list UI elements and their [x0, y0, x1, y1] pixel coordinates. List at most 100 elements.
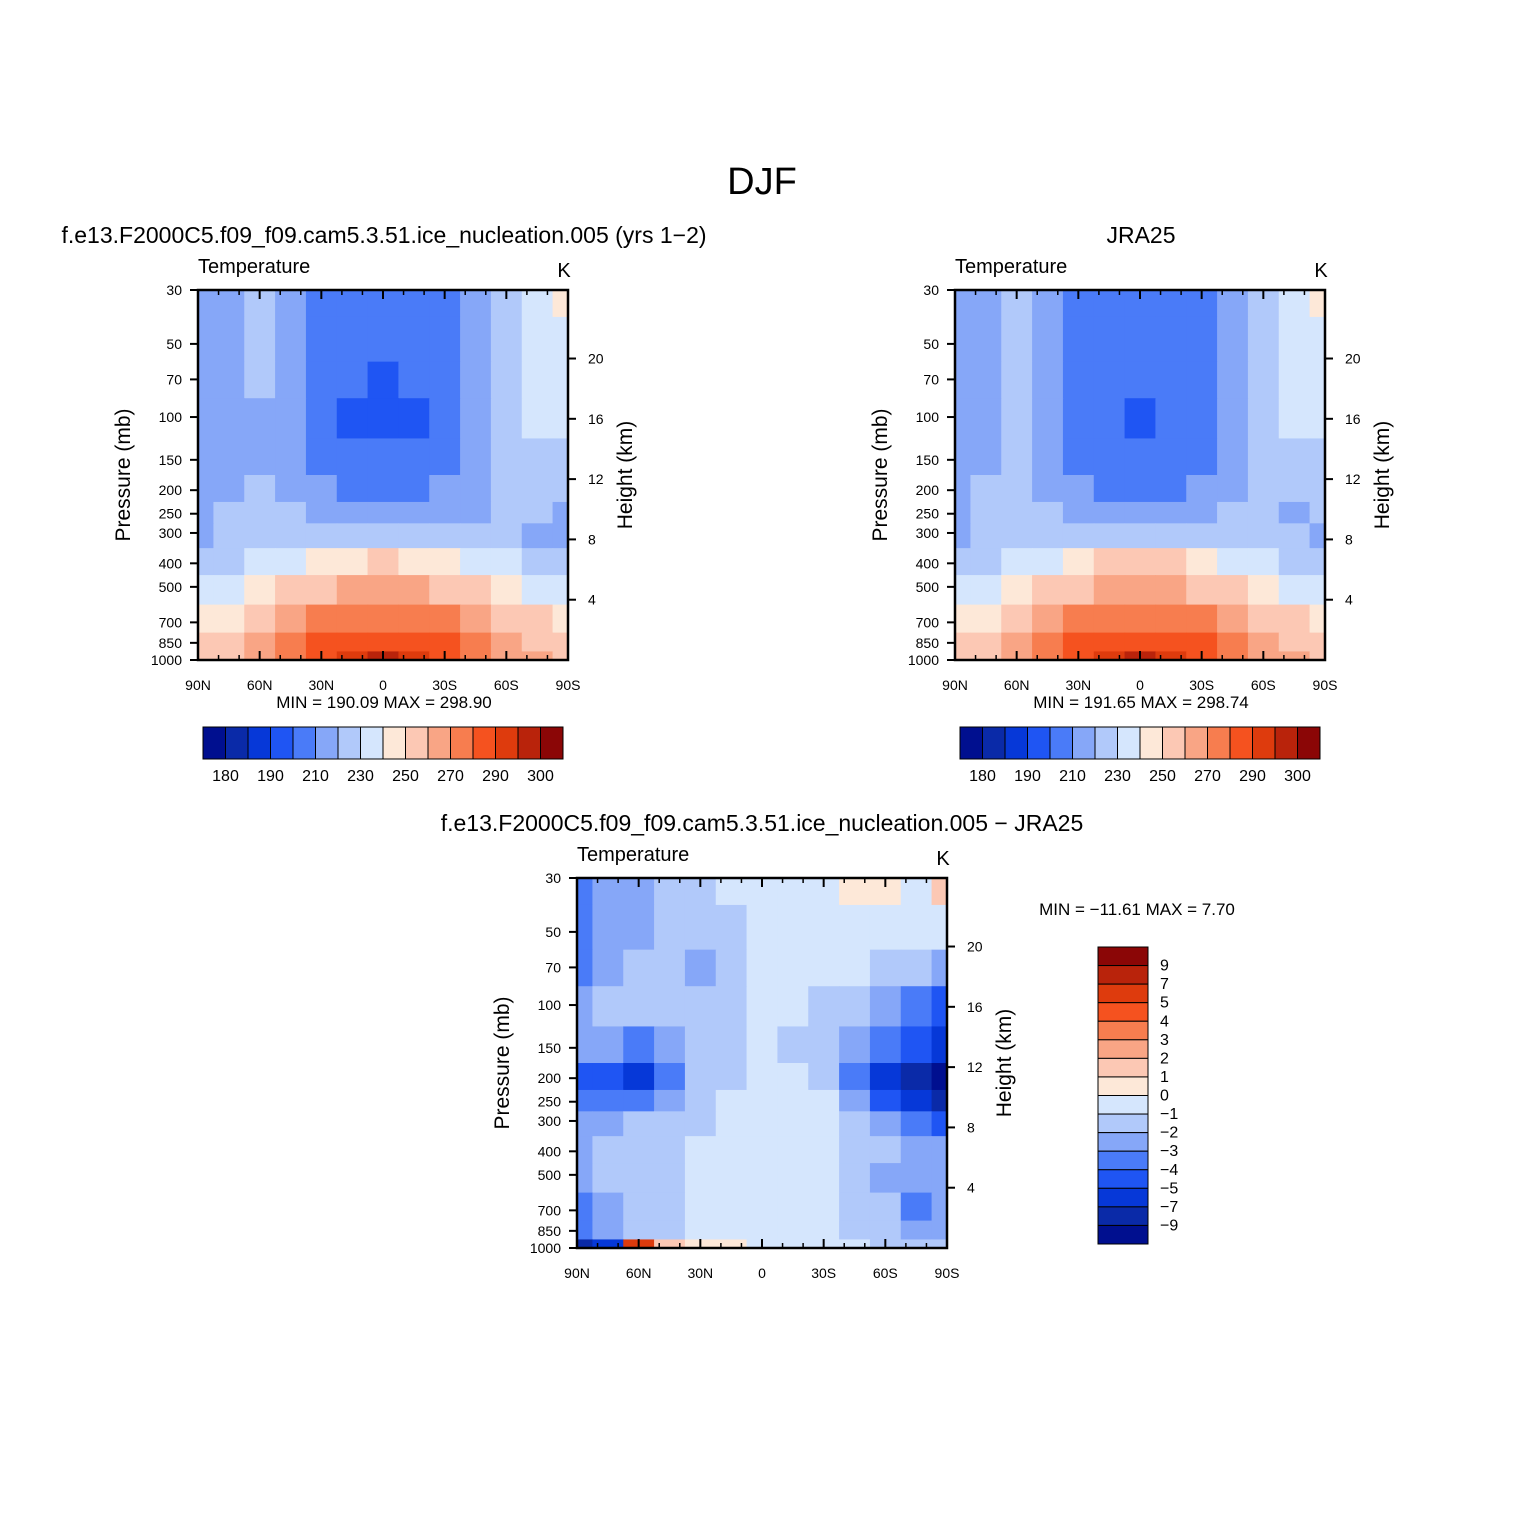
field-cell — [955, 475, 972, 503]
colorbar-box — [405, 726, 429, 760]
colorbar: 180 190 210 230 250 270 290 300 — [202, 726, 564, 785]
field-cell — [1217, 632, 1249, 653]
field-cell — [1124, 501, 1157, 524]
field-cell — [1062, 501, 1095, 524]
y-tick-label: 200 — [538, 1070, 562, 1086]
min-label: MIN = — [1033, 693, 1084, 712]
field-cell — [1309, 632, 1326, 653]
field-cell — [931, 1163, 948, 1194]
field-cell — [1278, 575, 1311, 606]
field-cell — [1309, 361, 1326, 399]
field-cell — [839, 1192, 871, 1222]
y-tick-label: 500 — [538, 1167, 562, 1183]
field-cell — [1155, 361, 1187, 399]
field-cell — [1247, 548, 1280, 576]
field-cell — [715, 1239, 748, 1249]
field-cell — [869, 949, 902, 987]
field-cell — [1001, 632, 1033, 653]
field-cell — [777, 904, 809, 951]
x-tick-label: 0 — [758, 1265, 766, 1281]
y-tick-label: 700 — [916, 614, 940, 630]
field-cell — [808, 1163, 840, 1194]
field-cell — [839, 1220, 871, 1241]
field-cell — [1001, 548, 1033, 576]
field-cell — [1093, 604, 1126, 634]
field-cell — [198, 290, 215, 318]
field-cell — [577, 904, 594, 951]
field-cell — [521, 523, 554, 549]
field-cell — [198, 632, 215, 653]
field-cell — [1093, 501, 1126, 524]
field-cell — [1062, 438, 1095, 476]
field-cell — [869, 1220, 902, 1241]
x-tick-label: 0 — [1136, 677, 1144, 693]
field-cell — [1309, 475, 1326, 503]
field-cell — [244, 523, 276, 549]
field-cell — [1278, 475, 1311, 503]
field-cell — [213, 501, 245, 524]
field-cell — [336, 548, 369, 576]
field-cell — [1155, 438, 1187, 476]
y-tick-label: 150 — [538, 1040, 562, 1056]
field-cell — [869, 1163, 902, 1194]
y2-tick-label: 12 — [588, 471, 604, 487]
field-cell — [1124, 523, 1157, 549]
field-cell — [777, 1192, 809, 1222]
field-cell — [1093, 548, 1126, 576]
field-cell — [955, 290, 972, 318]
field-cell — [275, 575, 307, 606]
field-cell — [931, 986, 948, 1028]
y-tick-label: 300 — [916, 525, 940, 541]
field-cell — [1309, 316, 1326, 363]
field-cell — [746, 1163, 779, 1194]
field-cell — [198, 575, 215, 606]
field-cell — [1155, 632, 1187, 653]
colorbar-box — [1117, 726, 1141, 760]
y-tick-label: 30 — [166, 282, 182, 298]
field-cell — [1278, 632, 1311, 653]
max-value: 298.74 — [1197, 693, 1249, 712]
y2-axis-title: Height (km) — [614, 421, 637, 530]
field-cell — [1309, 438, 1326, 476]
panel-title: JRA25 — [1106, 222, 1175, 248]
field-cell — [577, 949, 594, 987]
x-tick-label: 60N — [626, 1265, 652, 1281]
field-cell — [336, 575, 369, 606]
field-cell — [1124, 438, 1157, 476]
field-cell — [746, 904, 779, 951]
colorbar-box — [292, 726, 316, 760]
field-cell — [931, 1136, 948, 1164]
y2-tick-label: 8 — [588, 531, 596, 547]
field-cell — [777, 949, 809, 987]
field-cell — [398, 438, 430, 476]
field-cell — [1001, 501, 1033, 524]
field-cell — [552, 548, 569, 576]
field-cell — [577, 1163, 594, 1194]
field-cell — [808, 1111, 840, 1137]
field-cell — [970, 575, 1002, 606]
colorbar-box — [202, 726, 226, 760]
field-cell — [398, 523, 430, 549]
field-cell — [1032, 575, 1064, 606]
field-cell — [684, 1063, 717, 1091]
colorbar-label: 1 — [1160, 1069, 1169, 1086]
max-value: 7.70 — [1202, 900, 1235, 919]
field-cell — [336, 632, 369, 653]
min-max-text: MIN = −11.61 MAX = 7.70 — [1039, 900, 1235, 919]
field-cell — [521, 548, 554, 576]
field-cell — [305, 475, 338, 503]
field-cell — [244, 361, 276, 399]
x-tick-label: 60S — [1251, 677, 1276, 693]
field-cell — [367, 398, 400, 440]
y-axis-title: Pressure (mb) — [112, 408, 135, 541]
field-cell — [305, 438, 338, 476]
field-cell — [869, 1063, 902, 1091]
field-cell — [275, 548, 307, 576]
field-cell — [623, 1026, 655, 1064]
field-cell — [1309, 548, 1326, 576]
field-cell — [970, 604, 1002, 634]
field-cell — [367, 548, 400, 576]
field-cell — [305, 501, 338, 524]
colorbar-box — [1097, 983, 1149, 1004]
y-tick-label: 1000 — [151, 652, 182, 668]
